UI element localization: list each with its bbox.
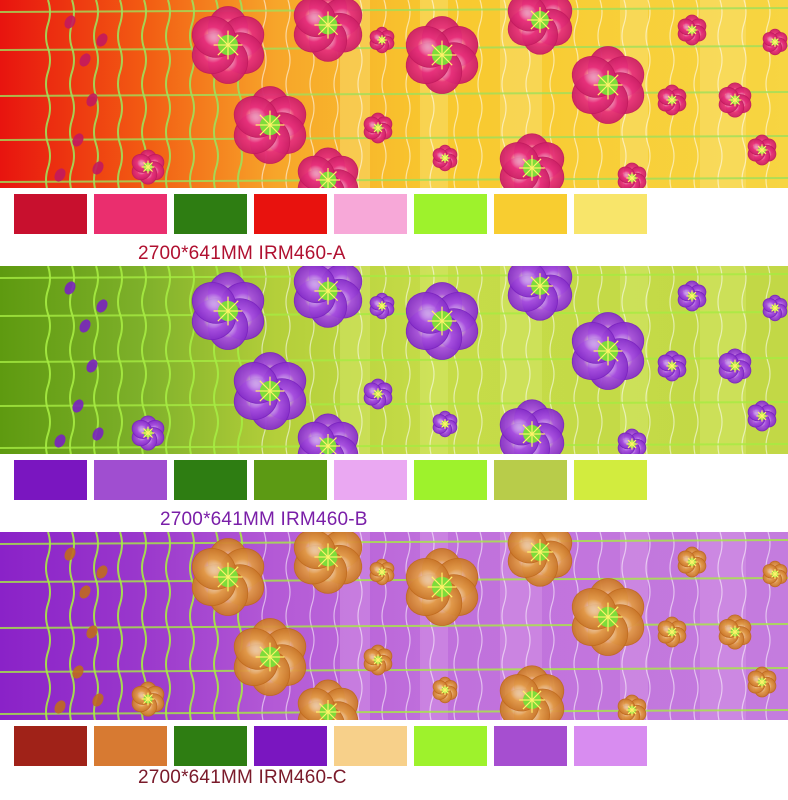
color-swatch [494, 726, 567, 766]
color-swatch [574, 726, 647, 766]
poppy-pattern [0, 266, 788, 454]
color-swatch [494, 194, 567, 234]
pattern-band-b [0, 266, 788, 454]
color-swatch [14, 460, 87, 500]
product-caption: 2700*641MM IRM460-B [160, 509, 368, 530]
color-swatch [14, 194, 87, 234]
color-swatch [254, 460, 327, 500]
poppy-pattern [0, 0, 788, 188]
color-swatch [94, 460, 167, 500]
pattern-band-c [0, 532, 788, 720]
color-swatch [174, 726, 247, 766]
color-swatch [94, 726, 167, 766]
color-swatch [334, 460, 407, 500]
color-swatch [414, 460, 487, 500]
color-swatch [574, 194, 647, 234]
color-swatch [414, 194, 487, 234]
color-swatch [334, 194, 407, 234]
color-swatch [574, 460, 647, 500]
color-swatch [254, 726, 327, 766]
color-swatch [414, 726, 487, 766]
color-swatch [174, 460, 247, 500]
poppy-pattern [0, 532, 788, 720]
product-caption: 2700*641MM IRM460-C [138, 767, 347, 788]
color-swatch [174, 194, 247, 234]
color-swatch [14, 726, 87, 766]
color-swatch [494, 460, 567, 500]
color-swatch [334, 726, 407, 766]
color-swatch [254, 194, 327, 234]
color-swatch-row [14, 194, 647, 234]
pattern-band-a [0, 0, 788, 188]
color-swatch [94, 194, 167, 234]
color-swatch-row [14, 460, 647, 500]
product-caption: 2700*641MM IRM460-A [138, 243, 346, 264]
color-swatch-row [14, 726, 647, 766]
